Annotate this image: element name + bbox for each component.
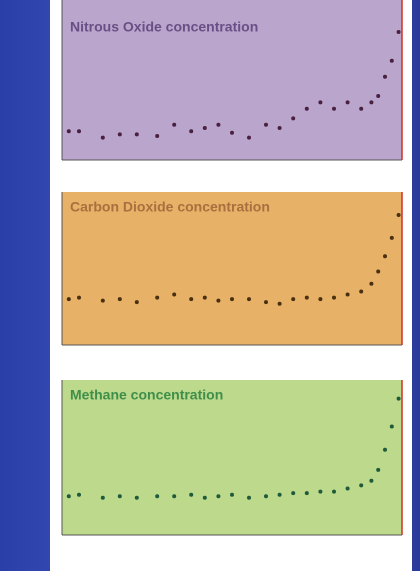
data-point [383,75,387,79]
data-point [216,123,220,127]
data-point [155,134,159,138]
data-point [67,494,71,498]
data-point [291,116,295,120]
data-point [230,297,234,301]
data-point [278,493,282,497]
data-point [369,282,373,286]
data-point [216,299,220,303]
data-point [203,296,207,300]
data-point [264,494,268,498]
chart: Nitrous Oxide concentration Carbon Dioxid… [0,0,420,571]
data-point [397,213,401,217]
data-point [203,496,207,500]
data-point [346,293,350,297]
panel [62,192,402,345]
data-point [318,100,322,104]
data-point [77,296,81,300]
data-point [155,494,159,498]
data-point [332,296,336,300]
data-point [118,297,122,301]
data-point [390,59,394,63]
data-point [376,468,380,472]
page: Nitrous Oxide concentration Carbon Dioxid… [0,0,420,571]
data-point [305,491,309,495]
data-point [346,487,350,491]
data-point [359,483,363,487]
data-point [77,493,81,497]
data-point [247,136,251,140]
data-point [172,494,176,498]
data-point [67,129,71,133]
data-point [189,129,193,133]
data-point [318,490,322,494]
data-point [383,254,387,258]
data-point [318,297,322,301]
data-point [332,107,336,111]
data-point [172,293,176,297]
data-point [397,397,401,401]
data-point [247,297,251,301]
data-point [369,479,373,483]
data-point [305,296,309,300]
data-point [216,494,220,498]
chart-title: Nitrous Oxide concentration [70,19,258,35]
data-point [101,299,105,303]
data-point [189,297,193,301]
data-point [291,297,295,301]
data-point [264,300,268,304]
data-point [376,270,380,274]
data-point [230,131,234,135]
panel [62,380,402,535]
data-point [359,289,363,293]
data-point [230,493,234,497]
data-point [135,132,139,136]
data-point [135,496,139,500]
data-point [118,132,122,136]
chart-title: Methane concentration [70,387,223,403]
data-point [172,123,176,127]
chart-title: Carbon Dioxide concentration [70,199,270,215]
data-point [264,123,268,127]
data-point [101,136,105,140]
data-point [332,490,336,494]
data-point [305,107,309,111]
data-point [397,30,401,34]
data-point [390,425,394,429]
data-point [383,448,387,452]
data-point [278,302,282,306]
data-point [67,297,71,301]
data-point [77,129,81,133]
data-point [390,236,394,240]
data-point [135,300,139,304]
data-point [118,494,122,498]
data-point [346,100,350,104]
data-point [278,126,282,130]
data-point [369,100,373,104]
data-point [247,496,251,500]
data-point [359,107,363,111]
data-point [291,491,295,495]
data-point [101,496,105,500]
data-point [203,126,207,130]
data-point [189,493,193,497]
data-point [376,94,380,98]
data-point [155,296,159,300]
